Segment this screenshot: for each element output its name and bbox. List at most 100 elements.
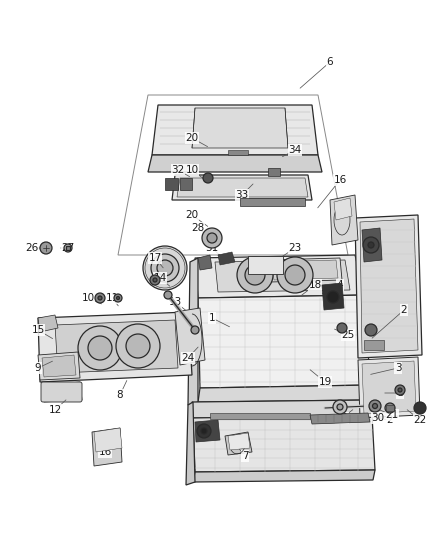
Polygon shape [42, 355, 76, 377]
Polygon shape [186, 402, 195, 485]
Circle shape [365, 324, 377, 336]
Bar [364, 340, 384, 350]
Circle shape [117, 296, 120, 300]
Polygon shape [330, 195, 358, 245]
Circle shape [372, 403, 378, 408]
Polygon shape [268, 258, 342, 282]
Polygon shape [358, 357, 420, 418]
Polygon shape [175, 308, 205, 365]
Circle shape [327, 291, 339, 303]
Polygon shape [198, 295, 370, 388]
FancyBboxPatch shape [41, 382, 82, 402]
Polygon shape [355, 215, 422, 358]
Text: 15: 15 [32, 325, 45, 335]
Circle shape [64, 244, 72, 252]
Text: 2: 2 [387, 415, 393, 425]
Polygon shape [362, 228, 382, 262]
Text: 29: 29 [336, 413, 349, 423]
Text: 3: 3 [395, 363, 401, 373]
Text: 7: 7 [242, 451, 248, 461]
Text: 30: 30 [371, 413, 385, 423]
Circle shape [398, 388, 402, 392]
Circle shape [385, 403, 395, 413]
Text: 20: 20 [185, 133, 198, 143]
Circle shape [78, 326, 122, 370]
Polygon shape [310, 413, 370, 424]
Polygon shape [188, 258, 198, 405]
Polygon shape [195, 420, 220, 442]
Text: 21: 21 [385, 410, 399, 420]
Text: 31: 31 [205, 243, 219, 253]
Circle shape [395, 385, 405, 395]
Circle shape [164, 291, 172, 299]
Polygon shape [92, 428, 122, 466]
Polygon shape [42, 382, 82, 402]
Circle shape [277, 257, 313, 293]
Polygon shape [195, 255, 365, 298]
Polygon shape [192, 400, 372, 418]
Text: 18: 18 [308, 280, 321, 290]
Polygon shape [362, 361, 416, 414]
Circle shape [363, 237, 379, 253]
Polygon shape [334, 198, 352, 220]
Polygon shape [177, 178, 308, 197]
Circle shape [203, 173, 213, 183]
Circle shape [245, 265, 265, 285]
Bar [386, 405, 394, 411]
Text: 6: 6 [327, 57, 333, 67]
Circle shape [157, 260, 173, 276]
Circle shape [95, 293, 105, 303]
Polygon shape [180, 178, 192, 190]
Text: 23: 23 [288, 243, 302, 253]
Polygon shape [272, 260, 338, 280]
Circle shape [40, 242, 52, 254]
Circle shape [143, 246, 187, 290]
Text: 26: 26 [25, 243, 39, 253]
Polygon shape [148, 155, 322, 172]
Polygon shape [38, 352, 80, 380]
Text: 10: 10 [185, 165, 198, 175]
Polygon shape [192, 108, 288, 148]
Text: 25: 25 [341, 330, 355, 340]
Text: 32: 32 [171, 165, 185, 175]
Circle shape [98, 296, 102, 300]
Circle shape [285, 265, 305, 285]
Circle shape [150, 275, 160, 285]
Circle shape [116, 324, 160, 368]
Bar [66, 246, 70, 250]
Polygon shape [193, 470, 375, 482]
Polygon shape [228, 433, 250, 450]
Text: 20: 20 [185, 210, 198, 220]
Text: 4: 4 [337, 280, 343, 290]
Circle shape [207, 233, 217, 243]
Polygon shape [38, 315, 58, 332]
Polygon shape [193, 415, 375, 472]
Bar [268, 168, 280, 176]
Circle shape [201, 428, 207, 434]
Circle shape [333, 400, 347, 414]
Circle shape [368, 242, 374, 248]
Text: 34: 34 [288, 145, 302, 155]
Text: 27: 27 [61, 243, 74, 253]
Circle shape [126, 334, 150, 358]
Text: 17: 17 [148, 253, 162, 263]
Polygon shape [360, 219, 418, 353]
Polygon shape [172, 175, 312, 200]
Circle shape [191, 326, 199, 334]
Text: 5: 5 [397, 388, 403, 398]
Circle shape [197, 424, 211, 438]
Circle shape [414, 402, 426, 414]
Circle shape [153, 278, 157, 282]
Polygon shape [198, 385, 370, 402]
Bar [210, 413, 310, 419]
Polygon shape [322, 283, 344, 310]
Polygon shape [225, 432, 252, 455]
Text: 11: 11 [106, 293, 119, 303]
Circle shape [337, 404, 343, 410]
Text: 8: 8 [117, 390, 124, 400]
Text: 1: 1 [208, 313, 215, 323]
Polygon shape [152, 105, 318, 155]
Polygon shape [165, 178, 178, 190]
Circle shape [237, 257, 273, 293]
Circle shape [88, 336, 112, 360]
